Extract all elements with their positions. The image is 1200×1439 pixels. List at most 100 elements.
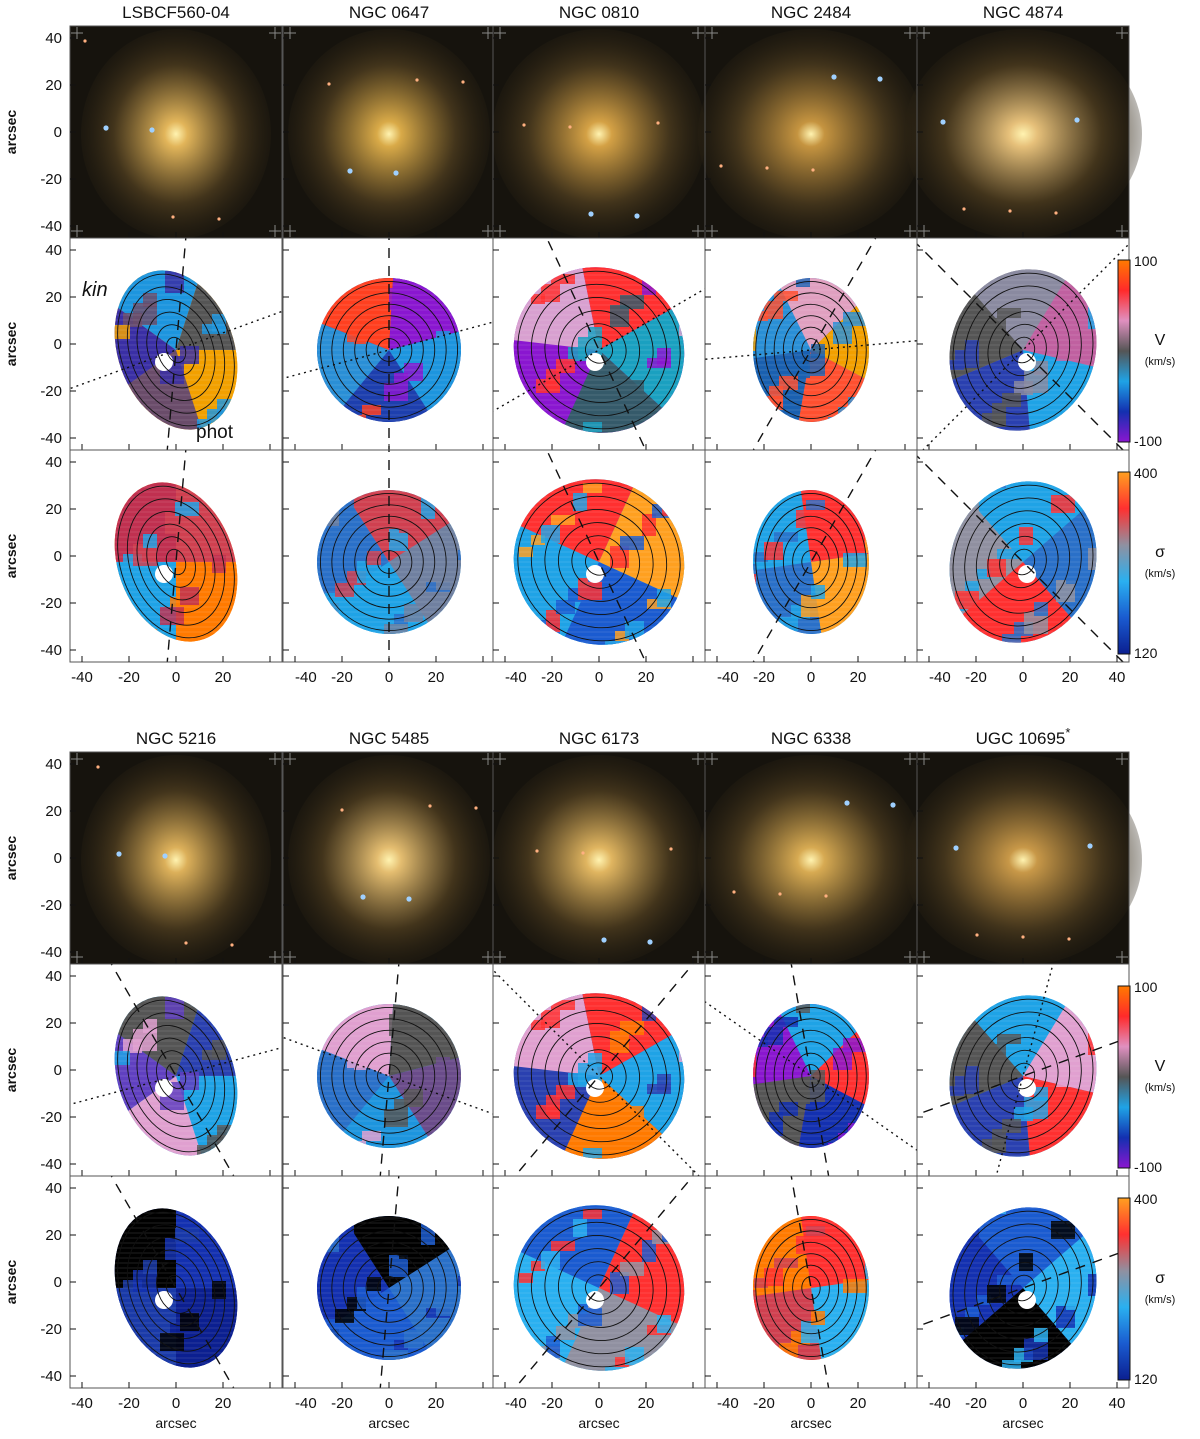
map-bin (404, 604, 423, 622)
velocity-panel (704, 237, 918, 451)
colorbar-symbol: σ (1155, 544, 1165, 561)
map-bin (801, 595, 825, 617)
map-bin (335, 583, 354, 597)
map-bin (811, 344, 825, 358)
isophote-contour (117, 485, 235, 639)
map-bin (997, 308, 1021, 318)
isophote-contour (365, 538, 413, 586)
isophote-contour (755, 1006, 867, 1146)
map-bin (620, 295, 644, 309)
colorbar-bottom-tick: -100 (1134, 433, 1162, 449)
field-star (568, 125, 572, 129)
map-bin (801, 1321, 825, 1343)
map-bin (1002, 393, 1021, 407)
map-bin (774, 1017, 798, 1027)
frame-tick (494, 225, 506, 237)
y-tick-label: 20 (45, 1015, 62, 1032)
map-bin (583, 422, 602, 432)
isophote-contour (517, 996, 681, 1156)
galaxy-title: NGC 0647 (349, 3, 429, 22)
isophote-contour (126, 1012, 226, 1140)
field-star (103, 125, 109, 131)
colorbar-top-tick: 400 (1134, 465, 1158, 481)
map-bin (180, 1072, 199, 1090)
field-star (669, 847, 673, 851)
frame-tick (284, 951, 296, 963)
field-star (347, 168, 353, 174)
x-tick-label: -20 (331, 1395, 353, 1412)
isophote-contour (1010, 1062, 1036, 1090)
map-bin (615, 390, 629, 400)
map-bin (111, 1051, 130, 1065)
map-bin (610, 1031, 629, 1053)
dispersion-panel (69, 1175, 283, 1389)
y-tick-label: -20 (40, 897, 62, 914)
x-axis-label: arcsec (790, 1415, 831, 1431)
velocity-colorbar: 100 -100 V (km/s) (1117, 979, 1176, 1175)
x-tick-label: -20 (541, 669, 563, 686)
map-bin (357, 1287, 381, 1309)
isophote-contour (585, 1062, 613, 1090)
map-bin (997, 1275, 1021, 1285)
colorbar-unit: (km/s) (1145, 1082, 1176, 1094)
map-bin (843, 1279, 867, 1293)
field-star (962, 207, 966, 211)
isophote-contour (975, 298, 1071, 402)
isophote-contour (792, 538, 830, 586)
x-tick-label: 0 (807, 1395, 815, 1412)
isophote-contour (755, 280, 867, 420)
velocity-panel (704, 963, 918, 1177)
map-bin (955, 1076, 979, 1094)
map-bin (143, 1260, 157, 1274)
field-star (601, 937, 607, 943)
map-bin (811, 1311, 825, 1325)
isophote-contour (792, 1052, 830, 1100)
map-bin (546, 369, 560, 391)
isophote-contour (987, 1249, 1059, 1327)
map-bin (796, 510, 810, 528)
y-tick-label: 0 (54, 1062, 62, 1079)
map-bin (389, 529, 408, 551)
isophote-contour (165, 1274, 187, 1302)
isophote-contour (1010, 548, 1036, 576)
x-tick-label: 20 (638, 1395, 655, 1412)
map-bin (1024, 371, 1048, 393)
colorbar-top-tick: 100 (1134, 979, 1158, 995)
dispersion-colorbar: 400 120 σ (km/s) (1117, 1191, 1175, 1387)
colorbar-gradient (1117, 259, 1131, 443)
frame-tick (904, 225, 916, 237)
field-star (1054, 211, 1058, 215)
map-bin (977, 1295, 991, 1305)
isophote-contour (544, 1022, 654, 1130)
y-axis-label: arcsec (3, 322, 19, 367)
isophote-contour (117, 273, 235, 427)
isophote-contour (964, 1223, 1082, 1353)
field-star (824, 894, 828, 898)
isophote-contour (117, 1211, 235, 1365)
map-bin (394, 1340, 408, 1350)
y-tick-label: 0 (54, 1274, 62, 1291)
isophote-contour (530, 283, 668, 417)
x-tick-label: 20 (850, 669, 867, 686)
galaxy-title: NGC 4874 (983, 3, 1063, 22)
x-tick-label: 0 (1019, 1395, 1027, 1412)
field-star (340, 808, 344, 812)
isophote-contour (331, 1018, 447, 1134)
map-bin (546, 1095, 560, 1117)
x-tick-label: -20 (753, 1395, 775, 1412)
isophote-contour (782, 1041, 840, 1111)
map-bin (843, 1038, 867, 1052)
map-bin (404, 1330, 423, 1348)
frame-tick (904, 951, 916, 963)
colorbar-symbol: V (1155, 1058, 1166, 1075)
x-tick-label: 20 (215, 669, 232, 686)
map-bin (588, 327, 602, 341)
field-star (327, 82, 331, 86)
isophote-contour (544, 1234, 654, 1342)
isophote-contour (319, 1006, 459, 1146)
map-bin (313, 1212, 389, 1359)
map-bin (170, 597, 184, 607)
map-bin (133, 1270, 157, 1292)
y-tick-label: -40 (40, 218, 62, 235)
y-tick-label: 0 (54, 850, 62, 867)
